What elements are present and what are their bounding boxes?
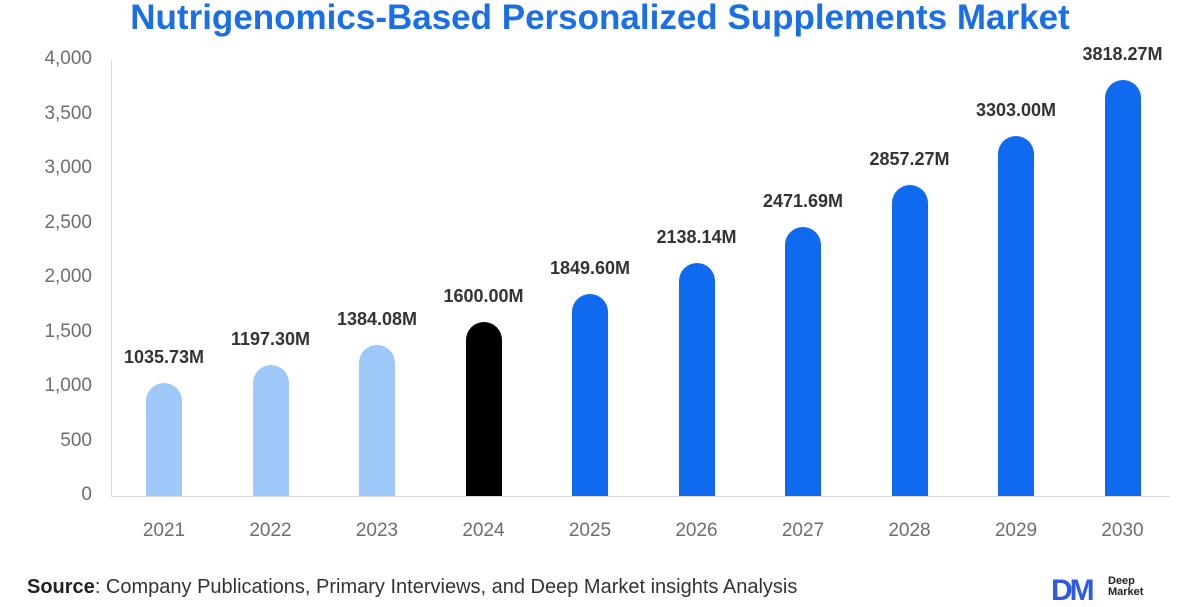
logo-line-2: Market — [1108, 587, 1143, 598]
data-label-2028: 2857.27M — [830, 149, 990, 169]
x-tick-label: 2026 — [657, 520, 737, 542]
bar-2022 — [253, 365, 289, 496]
y-tick-label: 500 — [0, 431, 92, 451]
deep-market-logo: DM Deep Market — [1051, 574, 1191, 600]
y-axis-line — [111, 60, 112, 496]
bar-2023 — [359, 345, 395, 496]
bar-2025 — [572, 294, 608, 496]
x-tick-label: 2028 — [870, 520, 950, 542]
bar-2027 — [785, 227, 821, 496]
source-label: Source — [27, 576, 95, 598]
y-tick-label: 1,000 — [0, 376, 92, 396]
bar-2030 — [1105, 80, 1141, 496]
y-tick-label: 4,000 — [0, 49, 92, 69]
data-label-2030: 3818.27M — [1043, 44, 1200, 64]
bar-2026 — [679, 263, 715, 496]
data-label-2029: 3303.00M — [936, 100, 1096, 120]
x-tick-label: 2029 — [976, 520, 1056, 542]
bar-2024 — [466, 322, 502, 496]
x-tick-label: 2024 — [444, 520, 524, 542]
y-tick-label: 2,000 — [0, 267, 92, 287]
data-label-2022: 1197.30M — [191, 329, 351, 349]
data-label-2024: 1600.00M — [404, 286, 564, 306]
data-label-2025: 1849.60M — [510, 258, 670, 278]
data-label-2027: 2471.69M — [723, 191, 883, 211]
data-label-2023: 1384.08M — [297, 309, 457, 329]
logo-mark-icon: DM — [1051, 576, 1092, 606]
x-tick-label: 2023 — [337, 520, 417, 542]
y-tick-label: 3,500 — [0, 104, 92, 124]
data-label-2021: 1035.73M — [84, 347, 244, 367]
source-note: Source: Company Publications, Primary In… — [27, 575, 797, 599]
x-tick-label: 2027 — [763, 520, 843, 542]
x-tick-label: 2022 — [231, 520, 311, 542]
x-tick-label: 2025 — [550, 520, 630, 542]
source-text: : Company Publications, Primary Intervie… — [95, 576, 798, 598]
bar-2028 — [892, 185, 928, 496]
bar-2029 — [998, 136, 1034, 496]
y-tick-label: 2,500 — [0, 213, 92, 233]
y-tick-label: 3,000 — [0, 158, 92, 178]
x-tick-label: 2021 — [124, 520, 204, 542]
data-label-2026: 2138.14M — [617, 227, 777, 247]
x-tick-label: 2030 — [1083, 520, 1163, 542]
y-tick-label: 1,500 — [0, 322, 92, 342]
y-tick-label: 0 — [0, 485, 92, 505]
x-axis-line — [111, 496, 1170, 497]
bar-2021 — [146, 383, 182, 496]
logo-text: Deep Market — [1108, 576, 1143, 598]
